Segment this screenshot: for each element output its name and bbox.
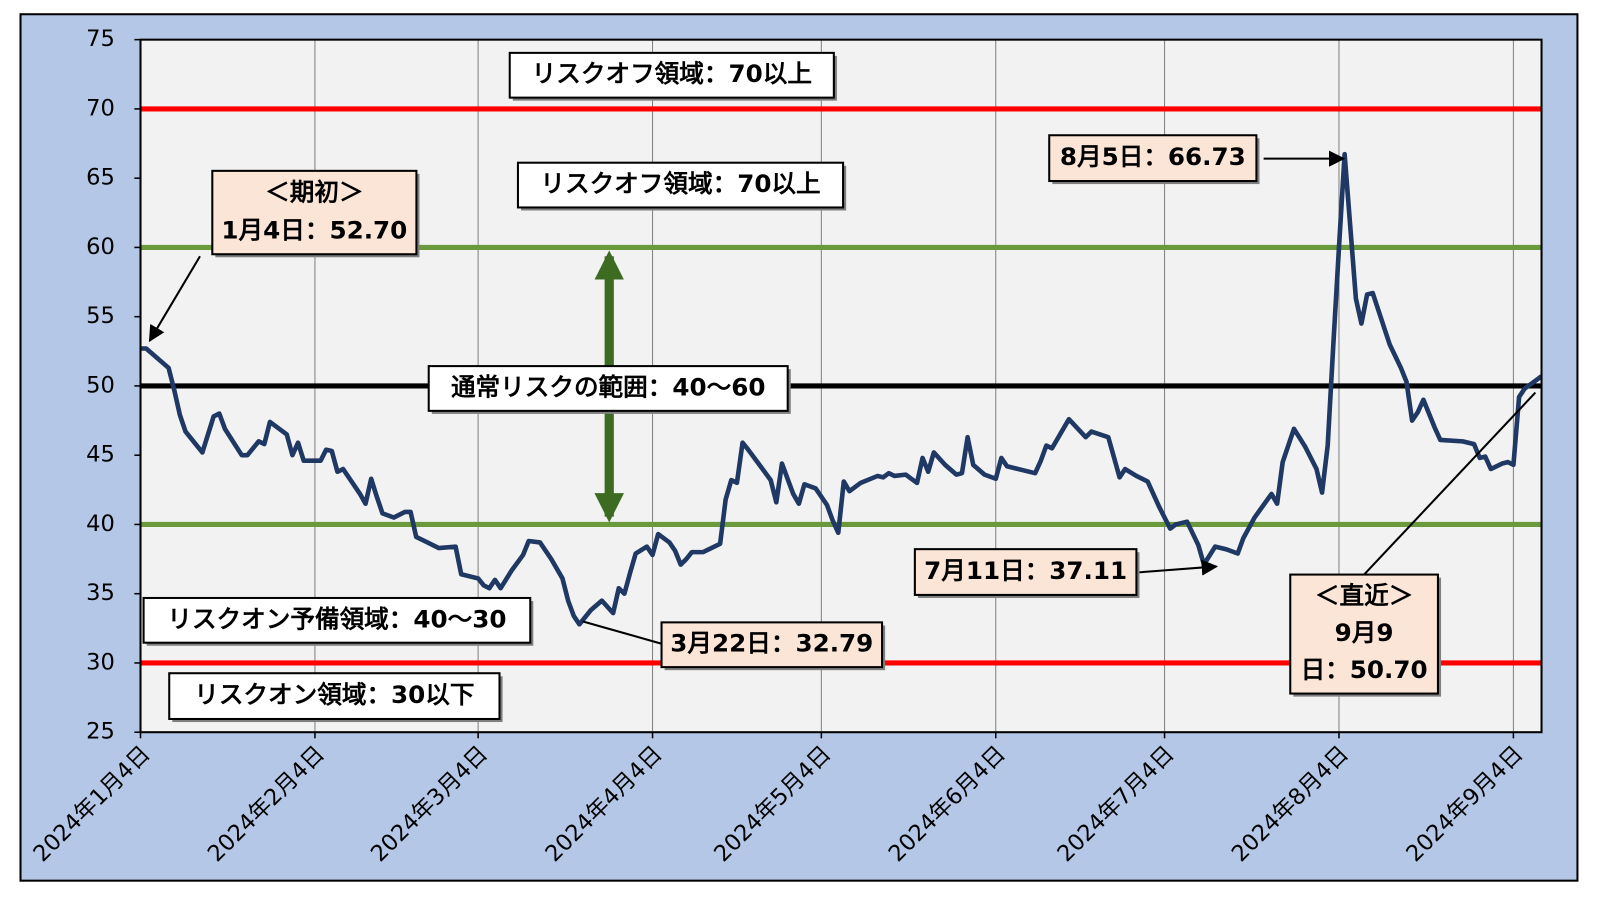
y-tick-label: 45 [86, 442, 115, 468]
annotation-arrow [148, 255, 201, 343]
annotation-text: 7月11日：37.11 [924, 556, 1127, 585]
annotation-text: 通常リスクの範囲：40～60 [451, 373, 766, 402]
annotation-box [516, 161, 845, 209]
annotation-text: リスクオフ領域：70以上 [540, 169, 820, 198]
annotation-text: 9月9 [1335, 618, 1394, 647]
annotation-box [142, 596, 532, 644]
annotation-arrow [1136, 559, 1219, 576]
y-tick-label: 60 [86, 234, 115, 260]
y-tick-label: 25 [86, 719, 115, 745]
annotation-box [660, 621, 884, 669]
annotation-box [1048, 134, 1258, 183]
y-tick-label: 30 [86, 650, 115, 676]
y-tick-label: 70 [86, 95, 115, 121]
annotation-text: リスクオン予備領域：40～30 [167, 604, 506, 633]
annotation-text: 8月5日：66.73 [1060, 142, 1246, 171]
annotation-text: 1月4日：52.70 [221, 215, 407, 244]
annotation-arrow [582, 620, 662, 645]
data-line [140, 151, 1543, 627]
y-tick-label: 50 [86, 372, 115, 398]
annotation-arrow [1363, 391, 1537, 576]
annotation-text: ＜直近＞ [1315, 581, 1413, 610]
annotation-text: 3月22日：32.79 [670, 629, 873, 658]
annotation-box [508, 51, 835, 99]
y-tick-label: 40 [86, 511, 115, 537]
y-tick-label: 35 [86, 580, 115, 606]
annotation-box [913, 548, 1138, 596]
annotation-text: ＜期初＞ [265, 178, 363, 207]
annotation-box [211, 169, 418, 256]
annotation-text: リスクオン領域：30以下 [194, 680, 474, 709]
y-tick-label: 55 [86, 303, 115, 329]
annotation-box [427, 365, 789, 412]
annotation-box [1289, 573, 1439, 695]
annotation-box [168, 672, 501, 720]
y-tick-label: 65 [86, 165, 115, 191]
annotation-text: 日：50.70 [1301, 655, 1428, 684]
annotation-text: リスクオフ領域：70以上 [532, 59, 812, 88]
y-tick-label: 75 [86, 26, 115, 52]
